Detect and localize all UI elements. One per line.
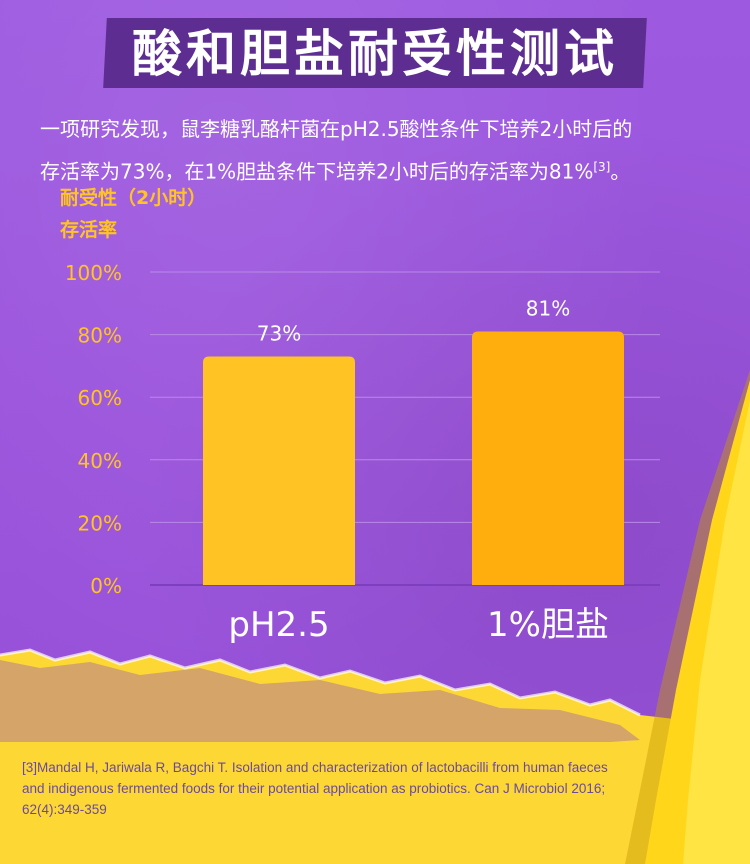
intro-line-1: 一项研究发现，鼠李糖乳酪杆菌在pH2.5酸性条件下培养2小时后的 [40,117,633,141]
y-tick-label: 0% [90,574,122,598]
reference-text: [3]Mandal H, Jariwala R, Bagchi T. Isola… [22,760,608,817]
intro-line-2: 存活率为73%，在1%胆盐条件下培养2小时后的存活率为81%[3]。 [40,148,720,191]
bar-2 [472,331,624,585]
intro-line-2-text: 存活率为73%，在1%胆盐条件下培养2小时后的存活率为81% [40,159,594,184]
page-curl-highlight [683,400,750,864]
torn-yellow-paper [0,650,750,864]
data-label: 81% [526,296,570,320]
intro-text: 一项研究发现，鼠李糖乳酪杆菌在pH2.5酸性条件下培养2小时后的 存活率为73%… [40,110,720,191]
y-axis-label-line-2: 存活率 [60,219,118,241]
torn-purple-flap [0,660,640,742]
y-tick-label: 40% [78,449,122,473]
y-tick-label: 100% [65,261,122,285]
y-axis-label-line-1: 耐受性（2小时） [60,187,207,209]
page-title: 酸和胆盐耐受性测试 [132,25,618,83]
y-tick-label: 20% [78,511,122,535]
x-category-label: 1%胆盐 [487,605,609,645]
y-tick-label: 60% [78,386,122,410]
y-tick-label: 80% [78,324,122,348]
bar-1 [203,356,355,585]
data-label: 73% [257,322,301,346]
torn-paper-edge [0,648,641,717]
x-category-label: pH2.5 [228,605,329,645]
citation-marker: [3] [593,160,611,174]
intro-line-2-end: 。 [610,159,631,184]
